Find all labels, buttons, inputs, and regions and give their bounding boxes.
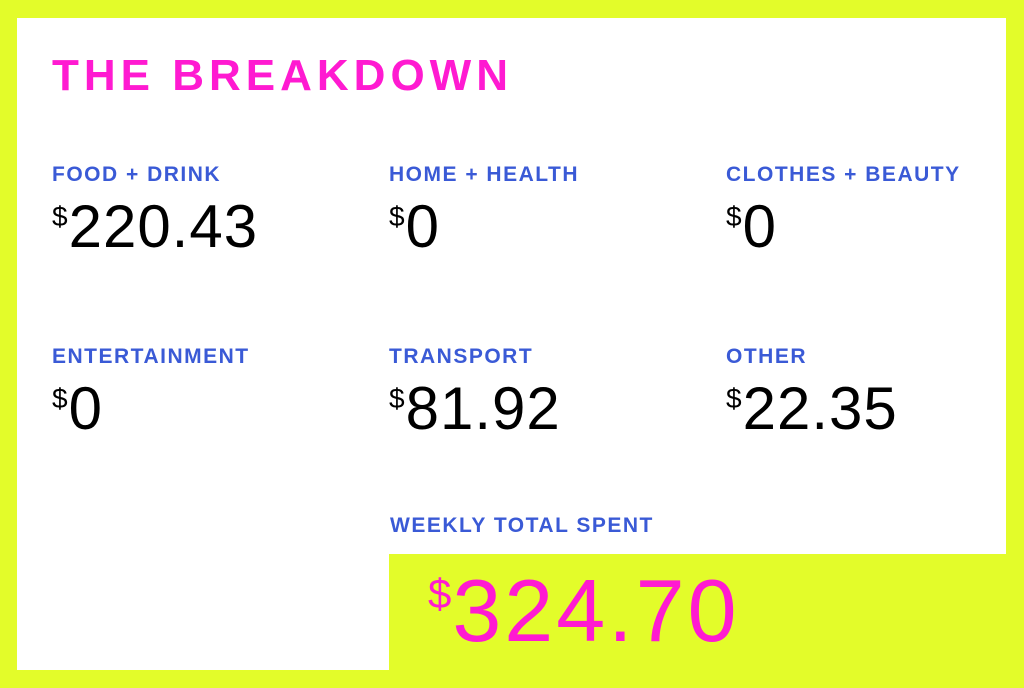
category-value: $81.92 [389, 379, 689, 439]
category-value: $220.43 [52, 197, 352, 257]
category-label: HOME + HEALTH [389, 163, 580, 186]
weekly-total-value: $324.70 [428, 567, 740, 655]
category-transport: TRANSPORT $81.92 [389, 346, 689, 439]
weekly-total-label: WEEKLY TOTAL SPENT [390, 514, 654, 537]
category-value: $0 [726, 197, 1024, 257]
currency-symbol: $ [428, 570, 452, 617]
category-amount: 22.35 [742, 375, 898, 442]
category-value: $0 [52, 379, 352, 439]
breakdown-card-lower [17, 554, 389, 670]
category-label: TRANSPORT [389, 345, 534, 368]
category-amount: 81.92 [405, 375, 561, 442]
category-other: OTHER $22.35 [726, 346, 1024, 439]
category-food-drink: FOOD + DRINK $220.43 [52, 164, 352, 257]
currency-symbol: $ [726, 383, 742, 414]
category-value: $0 [389, 197, 689, 257]
category-label: OTHER [726, 345, 807, 368]
currency-symbol: $ [52, 383, 68, 414]
currency-symbol: $ [52, 201, 68, 232]
weekly-total-amount: 324.70 [452, 561, 740, 660]
currency-symbol: $ [389, 383, 405, 414]
category-label: FOOD + DRINK [52, 163, 222, 186]
category-home-health: HOME + HEALTH $0 [389, 164, 689, 257]
currency-symbol: $ [389, 201, 405, 232]
category-amount: 220.43 [68, 193, 259, 260]
category-amount: 0 [68, 375, 103, 442]
category-clothes-beauty: CLOTHES + BEAUTY $0 [726, 164, 1024, 257]
category-amount: 0 [405, 193, 440, 260]
category-label: CLOTHES + BEAUTY [726, 163, 961, 186]
category-amount: 0 [742, 193, 777, 260]
breakdown-card [17, 18, 1006, 554]
category-entertainment: ENTERTAINMENT $0 [52, 346, 352, 439]
category-value: $22.35 [726, 379, 1024, 439]
currency-symbol: $ [726, 201, 742, 232]
page-title: THE BREAKDOWN [52, 51, 513, 100]
category-label: ENTERTAINMENT [52, 345, 250, 368]
